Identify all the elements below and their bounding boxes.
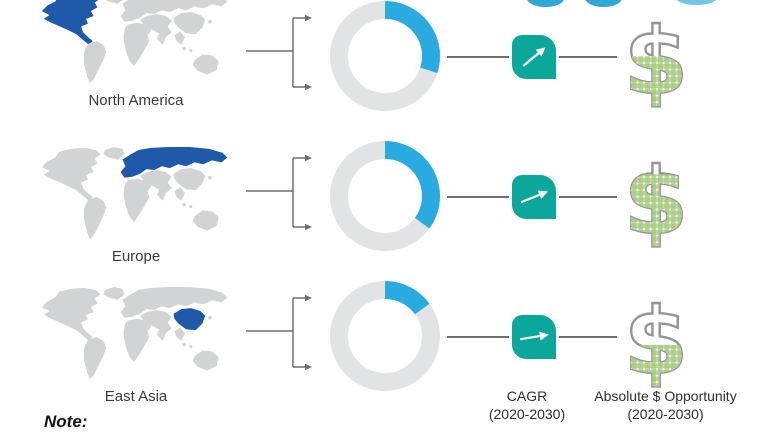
cropped-logo-shape-icon <box>527 0 564 7</box>
trending-up-arrow-icon <box>522 47 546 67</box>
connector-line <box>447 336 509 338</box>
world-map: North America <box>38 0 234 109</box>
connector-line <box>559 56 617 58</box>
region-row: North America $ $ <box>0 0 780 140</box>
split-arrows-connector-icon <box>246 294 312 371</box>
svg-text:$: $ <box>624 288 688 395</box>
connector-line <box>447 196 509 198</box>
world-map: Europe <box>38 146 234 265</box>
cagr-period-text: (2020-2030) <box>488 406 566 422</box>
split-arrows-connector-icon <box>246 154 312 231</box>
connector-line <box>447 56 509 58</box>
world-map-icon <box>41 0 228 84</box>
region-label: East Asia <box>104 388 168 405</box>
dollar-sign-icon: $ $ <box>623 7 689 116</box>
cagr-growth-icon <box>512 315 556 359</box>
connector-line <box>559 196 617 198</box>
svg-text:$: $ <box>624 148 688 255</box>
donut-chart <box>330 281 440 391</box>
trending-up-arrow-icon <box>520 190 548 204</box>
dollar-sign-icon: $ $ <box>623 287 689 396</box>
svg-text:$: $ <box>624 8 688 115</box>
opportunity-period-text: (2020-2030) <box>627 406 704 422</box>
svg-text:$: $ <box>624 288 688 395</box>
world-map: East Asia <box>38 286 234 405</box>
svg-text:$: $ <box>624 8 688 115</box>
connector-line <box>559 336 617 338</box>
region-row: Europe $ $ <box>0 140 780 280</box>
world-map-icon <box>41 286 228 380</box>
dollar-sign-icon: $ $ <box>623 147 689 256</box>
cagr-label-text: CAGR <box>506 388 548 404</box>
trending-up-arrow-icon <box>520 331 549 341</box>
cropped-logo-shape-icon <box>676 0 717 5</box>
donut-chart <box>330 141 440 251</box>
world-map-icon <box>41 146 228 240</box>
region-label: Europe <box>111 248 161 265</box>
split-arrows-connector-icon <box>246 14 312 91</box>
donut-chart <box>330 1 440 111</box>
svg-text:$: $ <box>624 148 688 255</box>
opportunity-column-label: Absolute $ Opportunity (2020-2030) <box>563 387 768 423</box>
cropped-logo-shape-icon <box>585 0 622 7</box>
region-label: North America <box>88 92 184 109</box>
region-row: East Asia $ $ <box>0 280 780 420</box>
cagr-growth-icon <box>512 175 556 219</box>
cagr-growth-icon <box>512 35 556 79</box>
note-label: Note: <box>44 412 88 431</box>
cagr-column-label: CAGR (2020-2030) <box>452 387 602 423</box>
opportunity-label-text: Absolute $ Opportunity <box>594 388 737 404</box>
